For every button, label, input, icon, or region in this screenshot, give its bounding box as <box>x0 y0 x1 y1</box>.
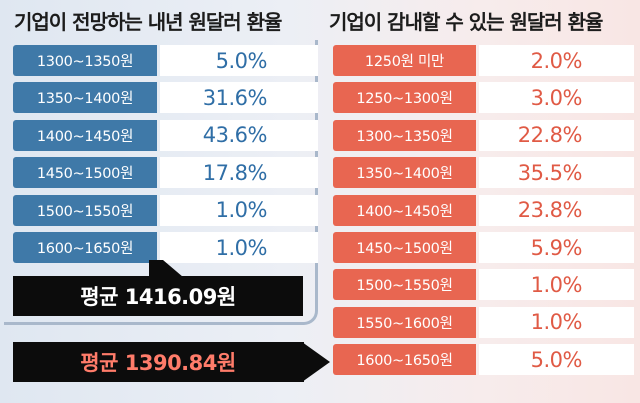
right-table-row: 1550~1600원 1.0% <box>333 306 634 338</box>
right-table-row: 1500~1550원 1.0% <box>333 269 634 301</box>
left-table-row: 1400~1450원 43.6% <box>13 119 318 151</box>
left-table-row: 1600~1650원 1.0% <box>13 232 318 263</box>
right-range-label: 1600~1650원 <box>333 344 476 376</box>
left-table-row: 1300~1350원 5.0% <box>13 45 318 76</box>
left-average-tab-slope <box>163 260 183 277</box>
left-percent-value: 1.0% <box>160 232 318 263</box>
left-range-label: 1450~1500원 <box>13 157 157 189</box>
right-percent-value: 23.8% <box>479 194 634 226</box>
right-table-row: 1600~1650원 5.0% <box>333 344 634 376</box>
right-percent-value: 22.8% <box>479 119 634 151</box>
right-average-arrow <box>302 342 330 382</box>
left-table-row: 1450~1500원 17.8% <box>13 157 318 189</box>
right-range-label: 1450~1500원 <box>333 232 476 263</box>
right-table-row: 1250원 미만 2.0% <box>333 45 634 76</box>
left-table-row: 1350~1400원 31.6% <box>13 82 318 114</box>
left-percent-value: 5.0% <box>160 45 318 76</box>
left-percent-value: 1.0% <box>160 194 318 226</box>
left-range-label: 1500~1550원 <box>13 194 157 226</box>
right-percent-value: 2.0% <box>479 45 634 76</box>
right-range-label: 1250~1300원 <box>333 82 476 114</box>
left-percent-value: 43.6% <box>160 119 318 151</box>
right-percent-value: 35.5% <box>479 157 634 189</box>
right-range-label: 1300~1350원 <box>333 119 476 151</box>
right-percent-value: 5.9% <box>479 232 634 263</box>
right-percent-value: 3.0% <box>479 82 634 114</box>
left-range-label: 1350~1400원 <box>13 82 157 114</box>
left-range-label: 1300~1350원 <box>13 45 157 76</box>
right-table-row: 1450~1500원 5.9% <box>333 232 634 263</box>
left-average-box: 평균 1416.09원 <box>13 276 303 316</box>
right-range-label: 1500~1550원 <box>333 269 476 301</box>
left-percent-value: 31.6% <box>160 82 318 114</box>
right-range-label: 1250원 미만 <box>333 45 476 76</box>
right-range-label: 1350~1400원 <box>333 157 476 189</box>
left-range-label: 1600~1650원 <box>13 232 157 263</box>
right-average-box: 평균 1390.84원 <box>13 342 303 382</box>
right-table-row: 1250~1300원 3.0% <box>333 82 634 114</box>
left-chart-title: 기업이 전망하는 내년 원달러 환율 <box>14 10 282 34</box>
left-average-tab <box>149 260 163 277</box>
right-chart-title: 기업이 감내할 수 있는 원달러 환율 <box>329 10 603 34</box>
right-table-row: 1300~1350원 22.8% <box>333 119 634 151</box>
left-table-row: 1500~1550원 1.0% <box>13 194 318 226</box>
right-table-row: 1400~1450원 23.8% <box>333 194 634 226</box>
right-percent-value: 1.0% <box>479 306 634 338</box>
right-table-row: 1350~1400원 35.5% <box>333 157 634 189</box>
right-percent-value: 5.0% <box>479 344 634 376</box>
right-percent-value: 1.0% <box>479 269 634 301</box>
left-percent-value: 17.8% <box>160 157 318 189</box>
right-range-label: 1400~1450원 <box>333 194 476 226</box>
left-range-label: 1400~1450원 <box>13 119 157 151</box>
right-range-label: 1550~1600원 <box>333 306 476 338</box>
